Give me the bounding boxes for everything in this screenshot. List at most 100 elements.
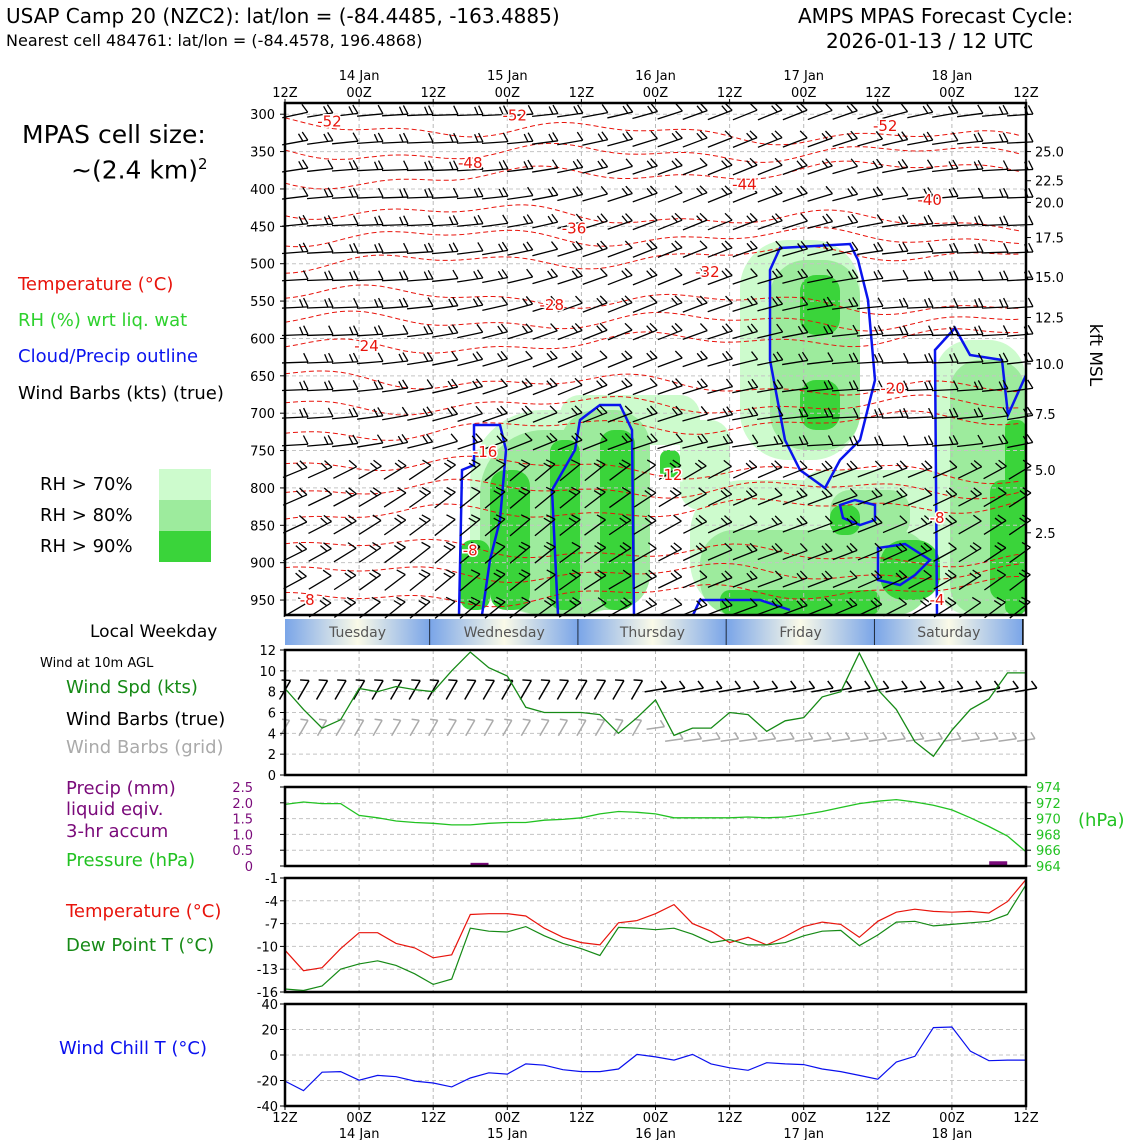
wind-barb — [582, 185, 609, 202]
wind-barb — [358, 514, 382, 535]
wind-speed-tick-label: 12 — [259, 644, 276, 659]
wind-chill-tick-label: -40 — [257, 1100, 278, 1115]
isotherm-line — [284, 204, 1022, 232]
wind-barb — [407, 297, 434, 310]
rh-region-90 — [800, 275, 840, 335]
wind-barb — [582, 405, 608, 423]
wind-barb — [557, 186, 584, 202]
wind-barb — [282, 187, 309, 200]
wind-barb — [457, 296, 484, 311]
wind-barb — [482, 187, 509, 200]
true-wind-barb — [334, 679, 347, 700]
date-tick-label-top: 17 Jan — [783, 69, 824, 84]
wind-barb — [981, 187, 1009, 199]
legend-cloud: Cloud/Precip outline — [18, 346, 199, 367]
wind-barb — [406, 242, 434, 254]
wind-barb — [831, 435, 859, 447]
wind-barb — [331, 407, 359, 420]
wind-barb — [707, 597, 733, 616]
wind-barb — [732, 351, 759, 367]
wind-barb — [356, 352, 384, 365]
height-tick-label: 7.5 — [1035, 408, 1056, 423]
wind-barb — [707, 570, 733, 588]
wind-barb — [481, 132, 509, 145]
wind-barb — [407, 406, 434, 421]
wind-barb — [982, 434, 1009, 448]
wind-barb — [434, 541, 456, 564]
wind-barb — [857, 103, 883, 120]
precip-tick-label: 2.5 — [232, 781, 253, 796]
grid-wind-barb — [757, 731, 777, 742]
grid-wind-barb — [372, 718, 383, 737]
grid-wind-barb — [298, 718, 309, 737]
legend-barbs: Wind Barbs (kts) (true) — [18, 383, 224, 404]
time-tick-label-top: 12Z — [420, 86, 446, 101]
wind-barb — [981, 352, 1009, 365]
wind-barb — [732, 434, 759, 448]
wind-barb — [607, 213, 633, 230]
wind-barb — [507, 378, 533, 395]
wind-barb — [432, 324, 459, 338]
wind-barb — [682, 212, 708, 231]
wind-barb — [906, 380, 934, 392]
wind-barb — [632, 158, 658, 175]
true-wind-barb — [903, 680, 927, 693]
wind-10m-label: Wind at 10m AGL — [40, 656, 154, 671]
pressure-tick-label: 450 — [250, 220, 275, 235]
wind-barb — [906, 242, 934, 255]
temperature-tick-label: -7 — [265, 918, 278, 933]
height-tick-label: 17.5 — [1035, 232, 1064, 247]
isotherm-line — [284, 538, 1022, 568]
grid-wind-barb — [887, 731, 906, 742]
wind-barb — [509, 514, 531, 537]
wind-barb — [657, 350, 683, 368]
true-wind-barb — [556, 679, 570, 700]
wind-barb — [632, 185, 658, 203]
wind-barb — [281, 325, 309, 337]
height-tick-label: 12.5 — [1035, 312, 1064, 327]
wind-barb — [832, 297, 859, 310]
date-tick-label-bottom: 18 Jan — [932, 1127, 973, 1140]
wind-barb — [306, 434, 334, 447]
wind-barb — [757, 542, 783, 561]
wind-speed-tick-label: 8 — [268, 686, 276, 701]
time-tick-label-top: 00Z — [643, 86, 669, 101]
temperature-label: -36 — [562, 220, 587, 238]
wind-barb — [406, 105, 434, 117]
wind-barb — [306, 242, 334, 254]
wind-barb — [807, 570, 833, 588]
temperature-frame — [283, 876, 1028, 994]
wind-barb — [583, 541, 607, 563]
grid-wind-barb — [924, 731, 943, 742]
wind-barb — [732, 268, 758, 285]
wind-barb — [757, 570, 783, 588]
wind-barb — [406, 270, 434, 282]
wind-barb — [308, 487, 333, 507]
wind-barb — [682, 597, 708, 616]
isotherm-line — [284, 498, 1022, 520]
wind-barb — [507, 350, 533, 368]
wind-barb — [383, 459, 407, 480]
wind-barb — [307, 460, 333, 479]
isotherm-line — [284, 410, 1022, 441]
pressure-tick-label: 974 — [1036, 781, 1061, 796]
pressure-tick-label: 350 — [250, 146, 275, 161]
wind-barb — [957, 434, 984, 448]
wind-barb — [707, 406, 734, 422]
wind-barb — [607, 377, 633, 396]
weekday-cell — [726, 619, 875, 645]
time-tick-label-top: 12Z — [1013, 86, 1039, 101]
wind-barb — [406, 160, 434, 172]
wind-barb — [832, 186, 859, 202]
temperature-label: -44 — [732, 175, 757, 193]
wind-barb — [406, 215, 434, 227]
wind-barb — [384, 569, 406, 591]
wind-barb — [782, 296, 809, 311]
true-wind-barb — [792, 680, 816, 693]
wind-barb — [509, 486, 531, 509]
wind-barb — [682, 542, 708, 562]
wind-barb — [707, 157, 733, 176]
wind-barb — [459, 459, 481, 481]
wind-barb — [507, 241, 534, 256]
wind-barb — [906, 407, 934, 419]
